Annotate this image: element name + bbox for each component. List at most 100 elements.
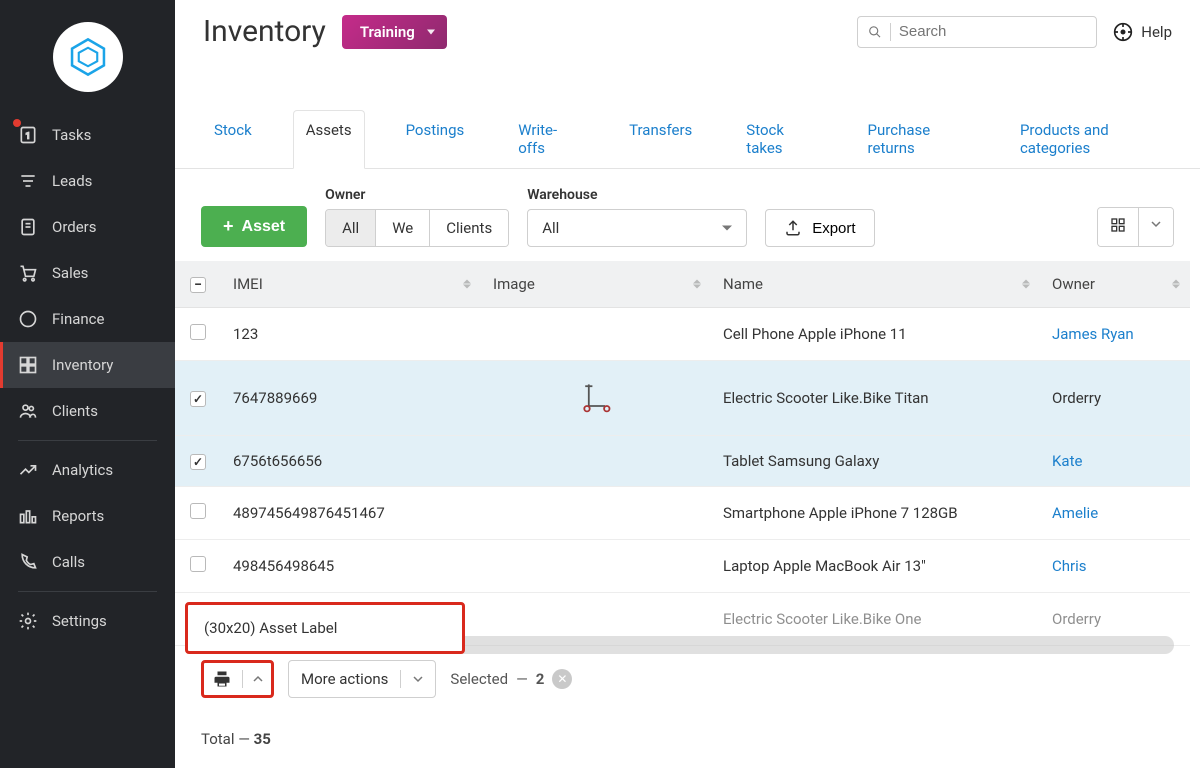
search-input[interactable] [899, 23, 1086, 40]
grid-view-button[interactable] [1098, 208, 1139, 246]
settings-icon [18, 611, 38, 631]
bottom-bar: (30x20) Asset Label More actions Selecte… [175, 660, 1200, 714]
logo[interactable] [0, 10, 175, 112]
cell-name: Electric Scooter Like.Bike Titan [711, 361, 1040, 436]
chevron-down-icon [413, 674, 423, 684]
tab-purchase-returns[interactable]: Purchase returns [855, 110, 979, 169]
nav-label: Clients [52, 402, 98, 420]
help-label: Help [1141, 23, 1172, 41]
table-row[interactable]: 498456498645 Laptop Apple MacBook Air 13"… [175, 540, 1190, 593]
plus-icon: + [223, 216, 234, 237]
tab-products-and-categories[interactable]: Products and categories [1007, 110, 1174, 169]
sidebar-item-inventory[interactable]: Inventory [0, 342, 175, 388]
row-checkbox[interactable] [190, 556, 206, 572]
nav-label: Inventory [52, 356, 113, 374]
cell-name: Laptop Apple MacBook Air 13" [711, 540, 1040, 593]
column-image[interactable]: Image [481, 261, 711, 308]
nav-label: Calls [52, 553, 85, 571]
tab-stock-takes[interactable]: Stock takes [733, 110, 826, 169]
more-actions-button[interactable]: More actions [288, 660, 436, 698]
cell-owner[interactable]: Chris [1040, 540, 1190, 593]
column-imei[interactable]: IMEI [221, 261, 481, 308]
tab-assets[interactable]: Assets [293, 110, 365, 169]
cell-owner[interactable]: James Ryan [1040, 308, 1190, 361]
nav-label: Finance [52, 310, 104, 328]
label-template-popup[interactable]: (30x20) Asset Label [185, 602, 465, 654]
select-all-checkbox[interactable] [190, 277, 206, 293]
cell-owner[interactable]: Amelie [1040, 487, 1190, 540]
sidebar: 1Tasks Leads OrdersSales $ Finance Inventory C… [0, 0, 175, 768]
cell-image [481, 308, 711, 361]
sidebar-item-leads[interactable]: Leads [0, 158, 175, 204]
row-checkbox[interactable] [190, 503, 206, 519]
scrollbar[interactable] [375, 636, 1174, 654]
toolbar: + Asset Owner AllWeClients Warehouse All… [175, 169, 1200, 261]
svg-text:1: 1 [26, 131, 31, 141]
cell-image [481, 436, 711, 487]
tasks-icon: 1 [18, 125, 38, 145]
tab-postings[interactable]: Postings [393, 110, 478, 169]
nav-label: Settings [52, 612, 107, 630]
print-button[interactable] [201, 660, 274, 698]
help-icon [1113, 22, 1133, 42]
sidebar-item-clients[interactable]: Clients [0, 388, 175, 434]
search-icon [868, 24, 882, 40]
tab-stock[interactable]: Stock [201, 110, 265, 169]
nav-label: Leads [52, 172, 92, 190]
assets-table: IMEIImageNameOwner 123Cell Phone Apple i… [175, 261, 1190, 646]
search-box[interactable] [857, 16, 1097, 48]
sidebar-item-sales[interactable]: Sales [0, 250, 175, 296]
svg-text:$: $ [25, 314, 30, 325]
view-toggle [1097, 207, 1174, 247]
sidebar-item-reports[interactable]: Reports [0, 493, 175, 539]
sales-icon [18, 263, 38, 283]
topbar: Inventory Training Help [175, 0, 1200, 59]
cell-imei: 6756t656656 [221, 436, 481, 487]
sidebar-item-analytics[interactable]: Analytics [0, 447, 175, 493]
column-name[interactable]: Name [711, 261, 1040, 308]
owner-option-clients[interactable]: Clients [430, 210, 508, 246]
leads-icon [18, 171, 38, 191]
help-link[interactable]: Help [1113, 22, 1172, 42]
page-title: Inventory [203, 14, 326, 49]
chevron-down-icon [1151, 219, 1161, 229]
table-row[interactable]: 489745649876451467Smartphone Apple iPhon… [175, 487, 1190, 540]
clear-selection-button[interactable]: ✕ [552, 669, 572, 689]
inventory-icon [18, 355, 38, 375]
export-icon [784, 219, 802, 237]
column-owner[interactable]: Owner [1040, 261, 1190, 308]
row-checkbox[interactable] [190, 391, 206, 407]
cell-imei: 123 [221, 308, 481, 361]
owner-option-we[interactable]: We [376, 210, 430, 246]
cell-imei: 498456498645 [221, 540, 481, 593]
view-dropdown[interactable] [1139, 208, 1173, 246]
cell-image [481, 487, 711, 540]
asset-btn-label: Asset [242, 218, 286, 236]
sidebar-item-orders[interactable]: Orders [0, 204, 175, 250]
table-row[interactable]: 123Cell Phone Apple iPhone 11James Ryan [175, 308, 1190, 361]
more-actions-label: More actions [301, 670, 388, 688]
add-asset-button[interactable]: + Asset [201, 206, 307, 247]
cell-owner[interactable]: Kate [1040, 436, 1190, 487]
tab-write-offs[interactable]: Write-offs [505, 110, 588, 169]
orders-icon [18, 217, 38, 237]
printer-icon [212, 670, 232, 688]
row-checkbox[interactable] [190, 324, 206, 340]
row-checkbox[interactable] [190, 454, 206, 470]
total-count: Total — 35 [175, 714, 1200, 768]
grid-icon [1110, 217, 1126, 233]
sidebar-item-finance[interactable]: $ Finance [0, 296, 175, 342]
cell-image [481, 361, 711, 436]
table-row[interactable]: 7647889669Electric Scooter Like.Bike Tit… [175, 361, 1190, 436]
tab-transfers[interactable]: Transfers [616, 110, 705, 169]
env-badge[interactable]: Training [342, 15, 447, 49]
sidebar-item-tasks[interactable]: 1Tasks [0, 112, 175, 158]
chevron-up-icon [253, 674, 263, 684]
sidebar-item-calls[interactable]: Calls [0, 539, 175, 585]
sidebar-item-settings[interactable]: Settings [0, 598, 175, 644]
reports-icon [18, 506, 38, 526]
owner-option-all[interactable]: All [326, 210, 376, 246]
export-button[interactable]: Export [765, 209, 874, 247]
warehouse-select[interactable]: All [527, 209, 747, 247]
table-row[interactable]: 6756t656656Tablet Samsung GalaxyKate [175, 436, 1190, 487]
